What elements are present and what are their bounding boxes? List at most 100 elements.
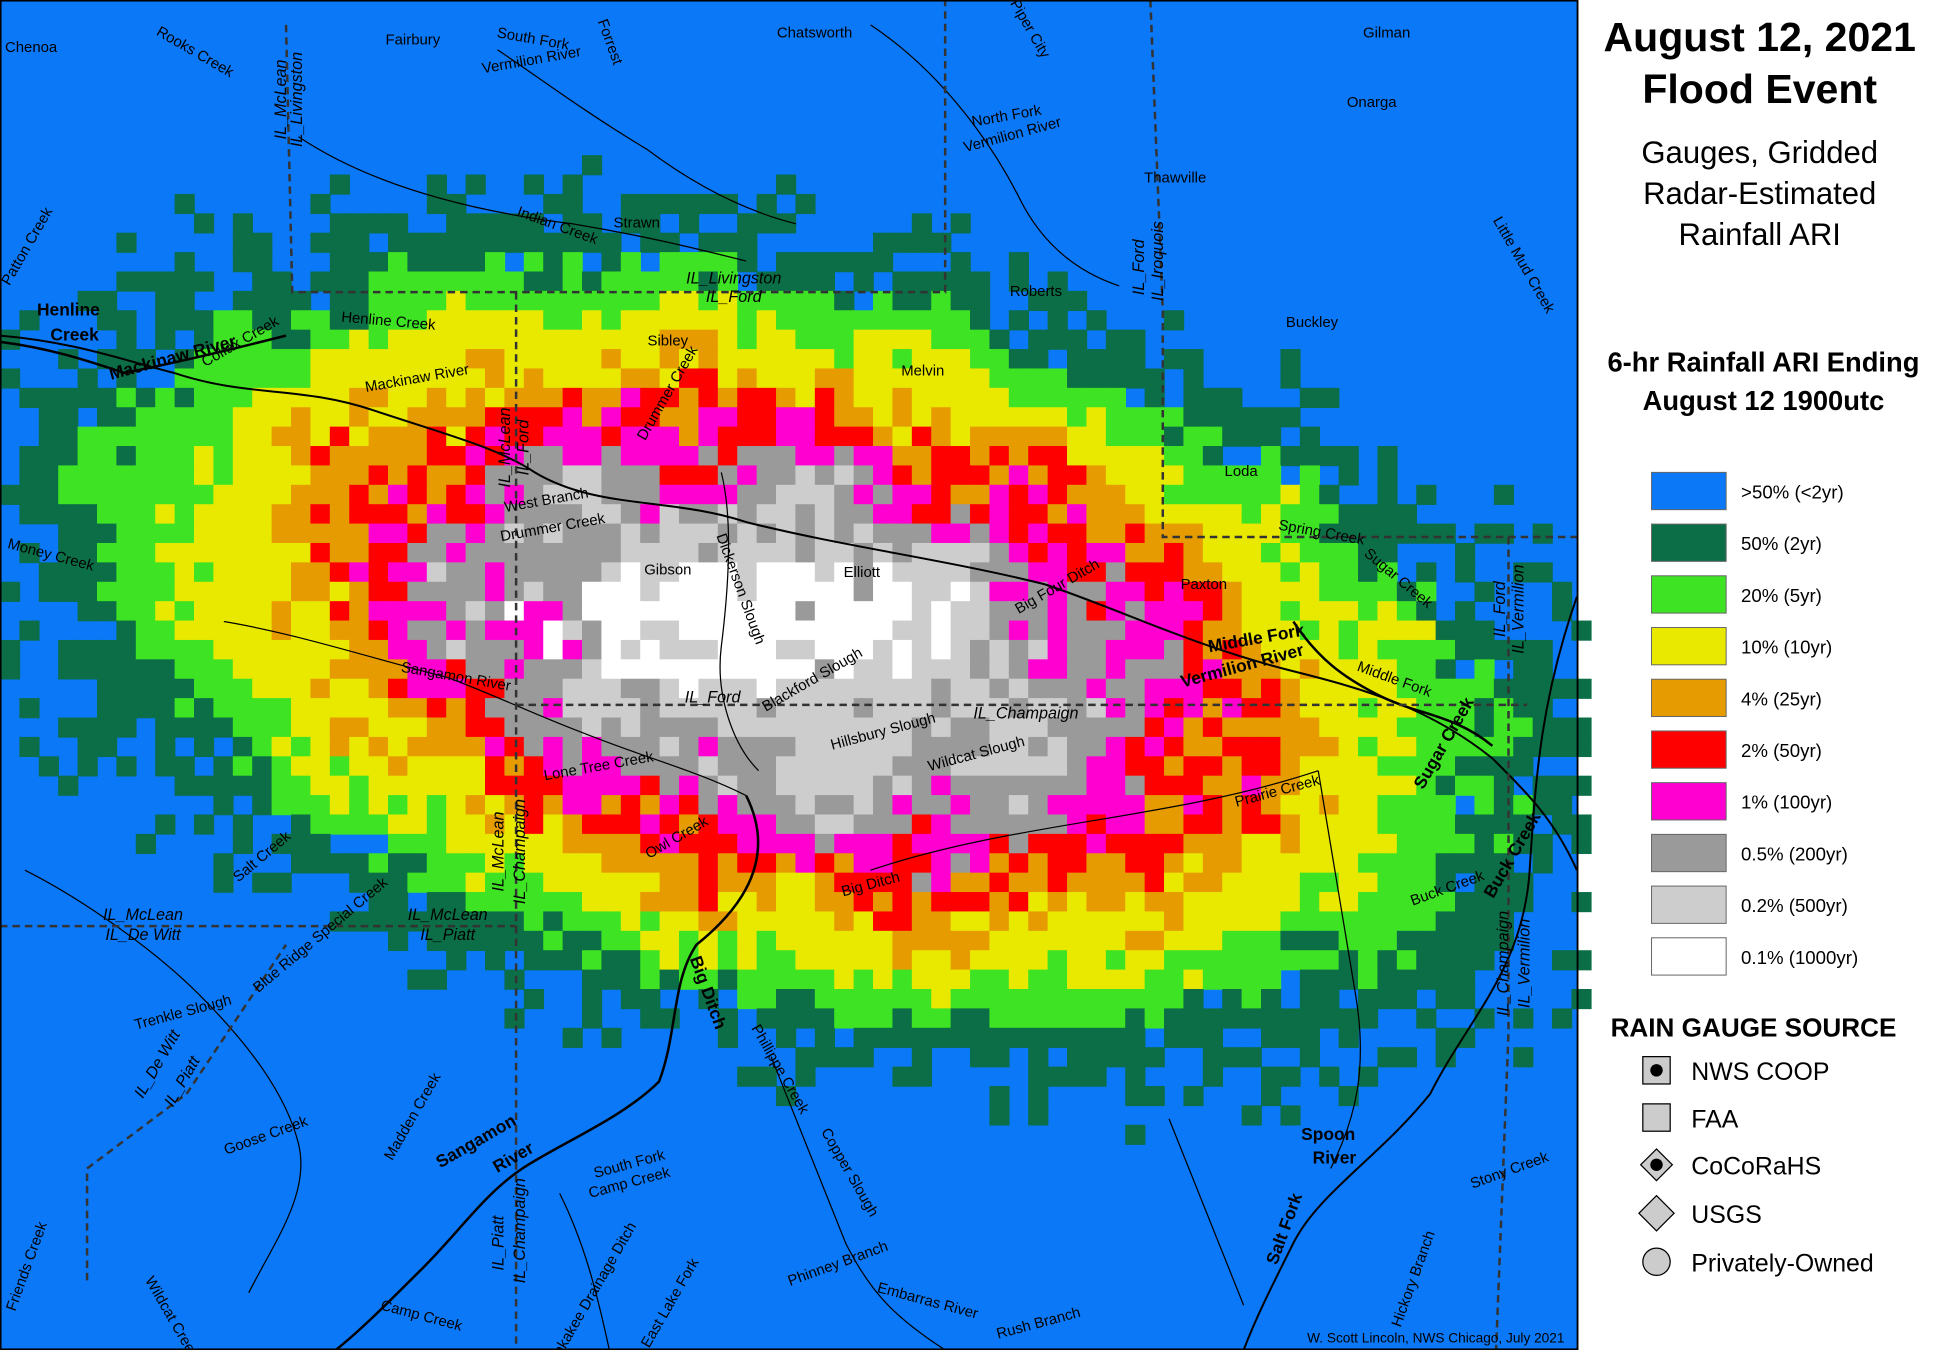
raster-cell <box>1164 484 1185 505</box>
raster-cell <box>950 426 971 447</box>
raster-cell <box>1416 639 1437 661</box>
raster-cell <box>485 523 506 544</box>
raster-cell <box>1474 930 1495 951</box>
raster-cell <box>834 368 855 389</box>
raster-cell <box>407 329 428 350</box>
raster-cell <box>679 736 700 758</box>
raster-cell <box>1047 892 1068 913</box>
raster-cell <box>698 814 719 835</box>
raster-cell <box>1358 969 1379 990</box>
raster-cell <box>77 387 98 408</box>
raster-cell <box>446 814 467 835</box>
raster-cell <box>523 232 544 253</box>
raster-cell <box>601 465 622 486</box>
raster-cell <box>911 717 932 738</box>
raster-cell <box>426 639 447 661</box>
raster-cell <box>97 387 118 408</box>
raster-cell <box>1144 833 1165 855</box>
raster-cell <box>1358 756 1379 777</box>
raster-cell <box>523 853 544 874</box>
raster-cell <box>756 601 777 622</box>
raster-cell <box>1222 969 1243 990</box>
raster-cell <box>834 872 855 893</box>
raster-cell <box>77 504 98 525</box>
raster-cell <box>989 1047 1010 1068</box>
raster-cell <box>834 620 855 641</box>
raster-cell <box>931 736 952 758</box>
raster-cell <box>1202 911 1223 932</box>
raster-cell <box>407 484 428 505</box>
raster-cell <box>853 989 874 1010</box>
raster-cell <box>155 756 176 777</box>
raster-cell <box>620 290 641 312</box>
raster-cell <box>194 717 215 738</box>
raster-cell <box>155 271 176 292</box>
raster-cell <box>1435 620 1456 641</box>
raster-cell <box>485 562 506 583</box>
raster-cell <box>562 698 583 719</box>
raster-cell <box>407 426 428 447</box>
raster-cell <box>1241 407 1262 428</box>
raster-cell <box>814 930 835 951</box>
raster-cell <box>989 911 1010 932</box>
raster-cell <box>1377 892 1398 913</box>
raster-cell <box>1435 930 1456 951</box>
raster-cell <box>1047 911 1068 932</box>
raster-cell <box>679 911 700 932</box>
raster-cell <box>970 329 991 350</box>
raster-cell <box>970 833 991 855</box>
raster-cell <box>446 853 467 874</box>
raster-cell <box>1105 950 1126 971</box>
raster-cell <box>19 465 40 486</box>
raster-cell <box>659 717 680 738</box>
raster-cell <box>679 659 700 680</box>
raster-cell <box>1377 833 1398 855</box>
raster-cell <box>1202 581 1223 602</box>
raster-cell <box>911 814 932 835</box>
raster-cell <box>911 930 932 951</box>
raster-cell <box>853 368 874 389</box>
raster-cell <box>776 892 797 913</box>
raster-cell <box>582 950 603 971</box>
raster-cell <box>679 213 700 234</box>
raster-cell <box>834 523 855 544</box>
raster-cell <box>756 581 777 602</box>
raster-cell <box>465 407 486 428</box>
raster-cell <box>407 581 428 602</box>
raster-cell <box>1319 523 1340 544</box>
raster-cell <box>77 446 98 467</box>
legend-swatch <box>1651 782 1727 821</box>
raster-cell <box>465 930 486 951</box>
raster-cell <box>252 717 273 738</box>
raster-cell <box>814 1027 835 1048</box>
raster-cell <box>717 930 738 951</box>
raster-cell <box>116 484 137 505</box>
raster-cell <box>737 911 758 932</box>
raster-cell <box>368 465 389 486</box>
raster-cell <box>388 775 409 796</box>
raster-cell <box>446 601 467 622</box>
raster-cell <box>213 795 234 816</box>
raster-cell <box>368 426 389 447</box>
map-label: Fairbury <box>386 32 441 49</box>
raster-cell <box>329 659 350 680</box>
raster-cell <box>989 465 1010 486</box>
raster-cell <box>892 1066 913 1087</box>
raster-cell <box>1183 523 1204 544</box>
raster-cell <box>601 969 622 990</box>
raster-cell <box>1028 717 1049 738</box>
raster-cell <box>776 775 797 796</box>
raster-cell <box>485 620 506 641</box>
raster-cell <box>659 446 680 467</box>
raster-cell <box>1125 484 1146 505</box>
raster-cell <box>407 736 428 758</box>
raster-cell <box>388 581 409 602</box>
raster-cell <box>620 465 641 486</box>
raster-cell <box>679 193 700 215</box>
raster-cell <box>717 232 738 253</box>
raster-cell <box>232 426 253 447</box>
raster-cell <box>950 1027 971 1048</box>
raster-cell <box>989 1085 1010 1107</box>
raster-cell <box>174 310 195 331</box>
raster-cell <box>1241 601 1262 622</box>
